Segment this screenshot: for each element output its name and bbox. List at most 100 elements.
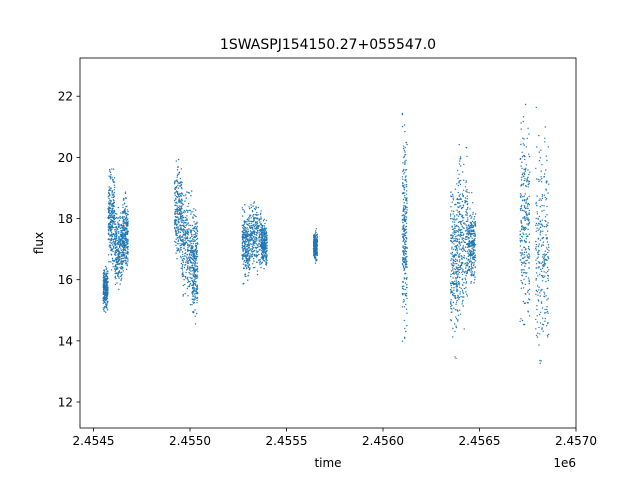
data-point	[245, 229, 247, 232]
data-point	[107, 281, 109, 283]
data-point	[176, 191, 178, 193]
data-point	[108, 190, 110, 192]
data-point	[104, 289, 107, 292]
data-point	[258, 235, 261, 238]
data-point	[114, 240, 117, 243]
data-point	[175, 216, 177, 218]
data-point	[472, 241, 474, 243]
data-point	[126, 209, 129, 211]
x-tick-label: 2.4565	[459, 434, 501, 448]
data-point	[112, 223, 114, 225]
data-point	[110, 221, 112, 223]
data-point	[403, 173, 405, 175]
data-point	[186, 223, 188, 225]
data-point	[451, 210, 453, 212]
data-point	[464, 277, 466, 279]
data-point	[454, 219, 456, 221]
data-point	[405, 159, 407, 161]
data-point	[193, 258, 196, 260]
data-point	[535, 240, 537, 243]
data-point	[521, 156, 524, 158]
data-point	[540, 170, 542, 172]
data-point	[190, 240, 193, 242]
data-point	[242, 263, 244, 265]
data-point	[543, 262, 546, 265]
data-point	[249, 243, 252, 245]
data-point	[405, 286, 408, 289]
data-point	[191, 257, 193, 259]
data-point	[451, 248, 453, 250]
data-point	[470, 281, 472, 283]
data-point	[182, 284, 184, 287]
data-point	[184, 211, 186, 213]
data-point	[458, 173, 460, 175]
data-point	[540, 226, 542, 228]
data-point	[457, 221, 460, 224]
data-point	[265, 264, 268, 266]
data-point	[244, 254, 246, 256]
data-point	[405, 208, 407, 210]
data-point	[184, 277, 187, 279]
data-point	[266, 242, 268, 244]
data-point	[536, 213, 539, 215]
data-point	[178, 243, 180, 245]
data-point	[459, 197, 461, 199]
data-point	[402, 250, 404, 252]
data-point	[192, 264, 194, 266]
data-point	[176, 250, 178, 252]
data-point	[466, 191, 468, 193]
data-point	[257, 250, 259, 253]
data-point	[541, 210, 543, 212]
data-point	[120, 277, 123, 279]
data-point	[118, 256, 120, 258]
data-point	[177, 213, 179, 216]
data-point	[104, 293, 106, 295]
data-point	[406, 200, 408, 202]
data-point	[102, 286, 104, 288]
data-point	[242, 234, 244, 236]
data-point	[459, 160, 461, 162]
data-point	[520, 318, 522, 320]
data-point	[178, 228, 180, 230]
data-point	[178, 182, 180, 184]
data-point	[116, 249, 118, 252]
data-point	[265, 261, 267, 263]
data-point	[192, 234, 194, 236]
x-axis-offset-label: 1e6	[553, 456, 576, 470]
data-point	[313, 244, 315, 246]
data-point	[195, 215, 197, 218]
data-point	[464, 223, 466, 225]
data-point	[120, 223, 122, 226]
data-point	[252, 263, 254, 265]
data-point	[405, 303, 407, 306]
data-point	[451, 242, 453, 244]
data-point	[103, 307, 106, 309]
data-point	[195, 209, 197, 211]
data-point	[528, 195, 530, 198]
data-point	[519, 230, 521, 232]
data-point	[547, 257, 549, 259]
data-point	[461, 267, 463, 269]
data-point	[520, 179, 523, 181]
data-point	[472, 211, 474, 214]
data-point	[180, 195, 182, 197]
data-point	[404, 197, 406, 199]
data-point	[466, 272, 469, 274]
data-point	[546, 197, 548, 200]
data-point	[256, 232, 258, 235]
data-point	[457, 294, 459, 297]
data-point	[527, 179, 529, 182]
data-point	[194, 297, 196, 299]
data-point	[537, 332, 539, 334]
data-point	[469, 251, 471, 253]
data-point	[404, 151, 406, 153]
data-point	[194, 275, 197, 277]
data-point	[467, 238, 469, 240]
data-point	[121, 230, 123, 232]
data-point	[523, 179, 525, 182]
data-point	[262, 250, 264, 253]
data-point	[543, 209, 545, 212]
data-point	[115, 223, 117, 225]
data-point	[192, 298, 194, 300]
data-point	[243, 261, 245, 263]
